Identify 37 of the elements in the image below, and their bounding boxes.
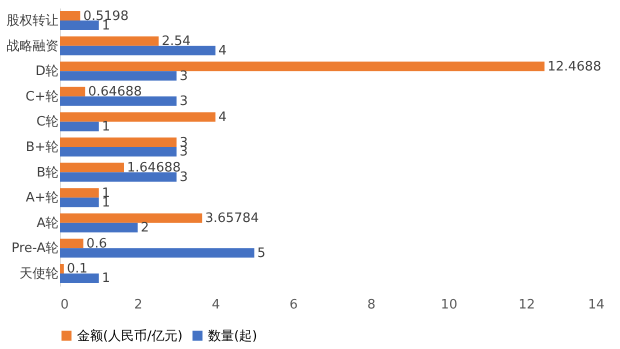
y-tick-label: C轮 bbox=[36, 114, 58, 130]
data-label: 1 bbox=[102, 271, 110, 286]
x-tick-label: 2 bbox=[134, 298, 142, 312]
y-tick-label: 天使轮 bbox=[20, 266, 58, 282]
data-label: 5 bbox=[257, 246, 266, 261]
data-label: 4 bbox=[218, 110, 227, 125]
data-label: 0.64688 bbox=[88, 84, 142, 100]
y-tick-label: C+轮 bbox=[26, 89, 58, 104]
data-label: 2.54 bbox=[162, 34, 191, 50]
y-tick-label: B+轮 bbox=[26, 140, 58, 155]
x-tick-label: 12 bbox=[518, 298, 536, 312]
x-tick-label: 6 bbox=[290, 298, 298, 312]
data-label: 3 bbox=[180, 170, 188, 186]
y-tick-label: B轮 bbox=[36, 165, 58, 180]
legend-label: 金额(人民币/亿元) bbox=[77, 328, 183, 344]
data-label: 1 bbox=[102, 119, 110, 134]
data-label: 0.6 bbox=[86, 236, 107, 252]
x-tick-label: 0 bbox=[60, 298, 69, 312]
data-label: 4 bbox=[218, 44, 227, 59]
x-tick-label: 14 bbox=[588, 298, 604, 312]
y-tick-label: Pre-A轮 bbox=[12, 241, 58, 256]
legend-label: 数量(起) bbox=[208, 328, 258, 344]
data-label: 12.4688 bbox=[548, 59, 602, 74]
data-label: 2 bbox=[140, 220, 149, 236]
y-tick-label: A+轮 bbox=[26, 190, 58, 206]
y-tick-label: 战略融资 bbox=[6, 38, 58, 54]
data-label: 1.64688 bbox=[126, 160, 181, 176]
data-label: 3 bbox=[180, 94, 188, 110]
y-tick-label: A轮 bbox=[36, 216, 58, 231]
data-label: 3.65784 bbox=[205, 211, 259, 226]
y-tick-label: D轮 bbox=[35, 64, 58, 80]
data-label: 3 bbox=[180, 68, 188, 84]
x-tick-label: 4 bbox=[212, 298, 220, 312]
y-tick-label: 股权转让 bbox=[6, 14, 58, 29]
data-label: 0.1 bbox=[66, 262, 88, 277]
x-tick-label: 10 bbox=[440, 298, 458, 312]
x-tick-label: 8 bbox=[367, 298, 376, 312]
